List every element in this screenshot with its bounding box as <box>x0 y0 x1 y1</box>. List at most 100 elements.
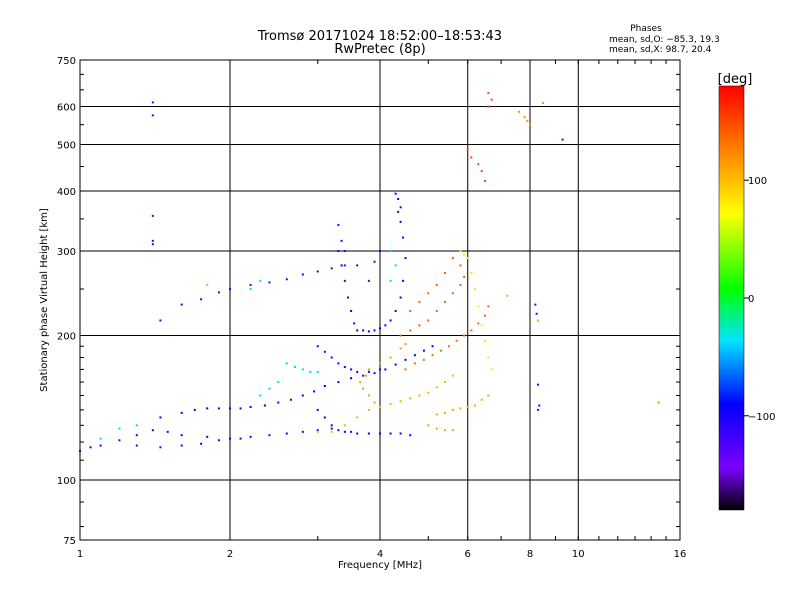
data-point <box>399 432 402 435</box>
y-tick-label: 100 <box>57 476 76 487</box>
data-point <box>490 98 493 101</box>
data-point <box>542 102 545 105</box>
data-point <box>490 368 493 371</box>
data-point <box>323 416 326 419</box>
data-point <box>399 296 402 299</box>
x-axis-label: Frequency [MHz] <box>338 560 422 571</box>
data-point <box>180 434 183 437</box>
data-point <box>451 292 454 295</box>
data-point <box>422 349 425 352</box>
data-point <box>135 434 138 437</box>
data-point <box>356 416 359 419</box>
data-point <box>427 391 430 394</box>
data-point <box>193 408 196 411</box>
data-point <box>356 329 359 332</box>
data-point <box>451 257 454 260</box>
data-point <box>350 377 353 380</box>
data-point <box>409 397 412 400</box>
data-point <box>316 270 319 273</box>
data-point <box>422 358 425 361</box>
data-point <box>239 407 242 410</box>
data-point <box>268 281 271 284</box>
data-point <box>477 322 480 325</box>
data-point <box>277 381 280 384</box>
data-point <box>206 283 209 286</box>
data-point <box>343 365 346 368</box>
data-point <box>470 271 473 274</box>
data-point <box>323 350 326 353</box>
data-point <box>337 362 340 365</box>
data-point <box>135 424 138 427</box>
stats-heading: Phases <box>630 24 662 34</box>
data-point <box>330 424 333 427</box>
data-point <box>316 430 319 433</box>
data-point <box>529 123 531 126</box>
data-point <box>536 383 539 386</box>
data-point <box>118 427 121 430</box>
data-point <box>249 288 252 291</box>
data-point <box>394 264 397 267</box>
data-point <box>229 437 231 440</box>
data-point <box>373 329 376 332</box>
data-point <box>534 303 537 306</box>
data-point <box>526 119 529 122</box>
y-axis-label: Stationary phase Virtual Height [km] <box>39 208 50 392</box>
data-point <box>487 92 490 95</box>
data-point <box>330 356 333 359</box>
data-point <box>367 394 370 397</box>
data-point <box>373 401 376 404</box>
data-point <box>435 309 438 312</box>
data-point <box>217 291 220 294</box>
data-point <box>330 267 333 270</box>
data-point <box>206 435 209 438</box>
x-tick-label: 8 <box>527 549 533 560</box>
data-point <box>367 330 370 333</box>
data-point <box>350 309 353 312</box>
data-point <box>443 411 446 414</box>
data-point <box>484 339 487 342</box>
data-point <box>427 292 430 295</box>
data-point <box>399 220 402 223</box>
data-point <box>404 368 407 371</box>
data-point <box>463 334 466 337</box>
data-point <box>413 354 416 357</box>
data-point <box>379 368 381 371</box>
data-point <box>343 424 346 427</box>
data-point <box>389 356 392 359</box>
data-point <box>379 327 381 330</box>
data-point <box>289 398 292 401</box>
data-point <box>459 407 462 410</box>
data-point <box>431 345 434 348</box>
data-point <box>373 372 376 375</box>
data-point <box>362 387 365 390</box>
data-point <box>353 322 356 325</box>
data-point <box>394 363 397 366</box>
data-point <box>384 368 387 371</box>
data-point <box>477 163 480 166</box>
data-point <box>259 394 262 397</box>
data-point <box>337 381 340 384</box>
data-point <box>200 298 203 301</box>
data-point <box>409 329 412 332</box>
data-point <box>459 264 462 267</box>
data-point <box>399 206 402 209</box>
data-point <box>480 398 483 401</box>
data-point <box>409 309 412 312</box>
data-point <box>413 362 416 365</box>
x-axis: 1 2 4 6 8 10 16 <box>77 60 686 560</box>
stats-line-x: mean, sd,X: 98.7, 20.4 <box>609 45 712 55</box>
data-point <box>323 384 326 387</box>
data-point <box>367 368 370 371</box>
data-point <box>435 386 438 389</box>
data-point <box>443 300 446 303</box>
data-point <box>473 404 476 407</box>
data-point <box>466 257 469 260</box>
data-point <box>435 413 438 416</box>
data-point <box>99 437 102 440</box>
data-point <box>459 283 462 286</box>
data-point <box>337 429 340 432</box>
data-point <box>159 319 162 322</box>
data-point <box>159 446 162 449</box>
data-point <box>389 432 392 435</box>
data-point <box>346 296 349 299</box>
